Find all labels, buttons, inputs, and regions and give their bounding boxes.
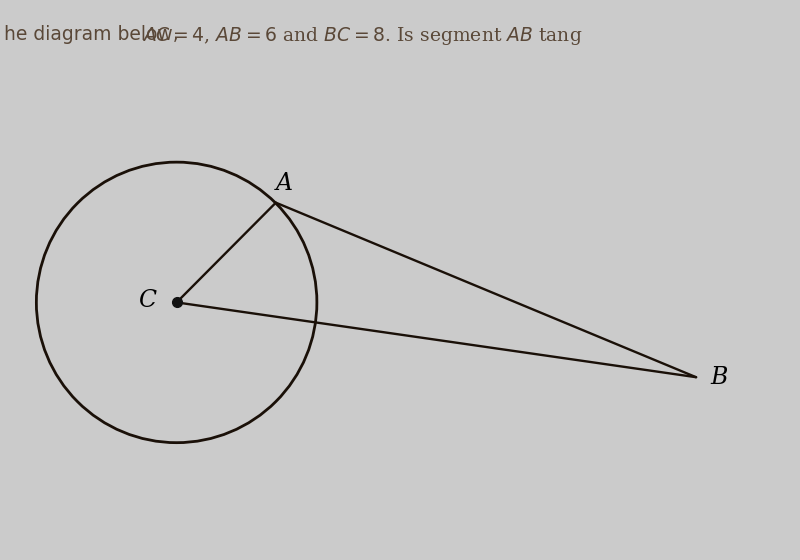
Text: A: A bbox=[276, 172, 293, 195]
Text: he diagram below,: he diagram below, bbox=[4, 25, 185, 44]
Text: $AC = 4$, $AB = 6$ and $BC = 8$. Is segment $AB$ tang: $AC = 4$, $AB = 6$ and $BC = 8$. Is segm… bbox=[142, 25, 582, 47]
Text: C: C bbox=[138, 289, 157, 312]
Text: B: B bbox=[710, 366, 728, 389]
